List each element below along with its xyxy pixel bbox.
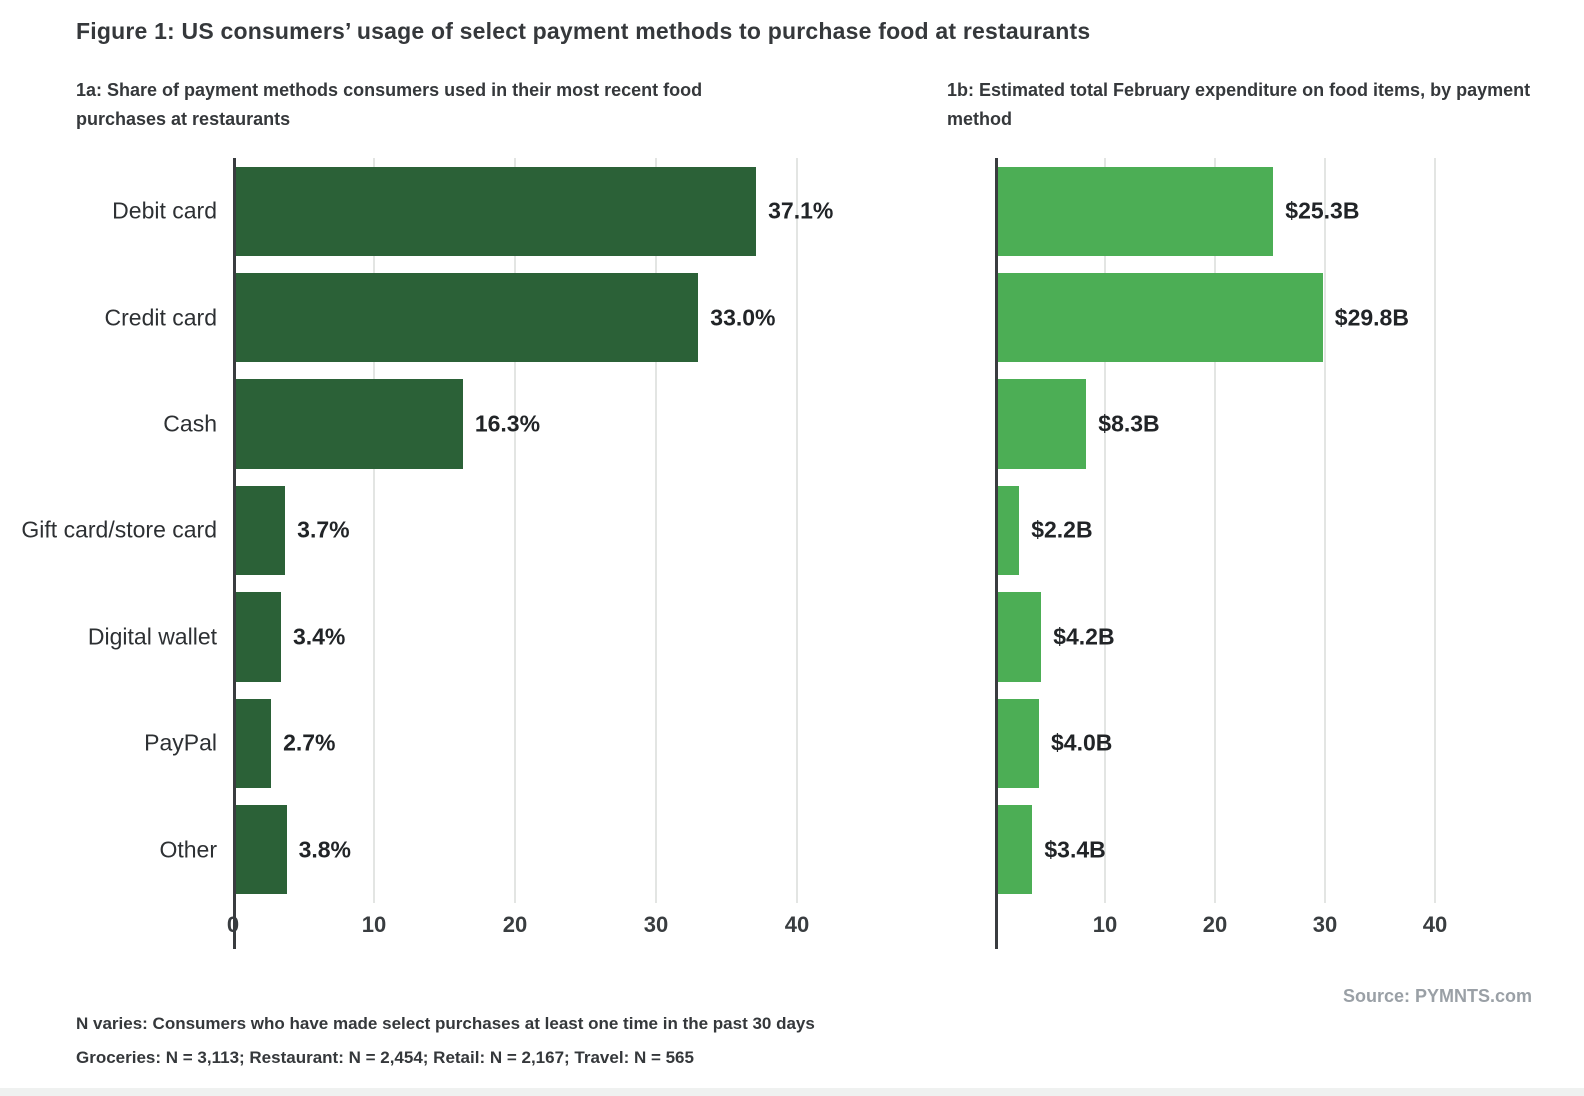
- chart-1b-x-axis-ticks: 10 20 30 40: [995, 912, 1447, 952]
- bar-row: 37.1%: [233, 158, 833, 264]
- chart-1a-body: Debit card Credit card Cash Gift card/store…: [21, 158, 833, 949]
- chart-1a-plot-area: 37.1% 33.0% 16.3% 3.7% 3.4% 2.7% 3.8%: [233, 158, 833, 949]
- category-label: PayPal: [76, 690, 233, 796]
- bar: [995, 485, 1020, 576]
- bar: [995, 379, 1087, 469]
- chart-1a-x-axis-ticks: 0 10 20 30 40: [227, 912, 809, 952]
- chart-1b-y-axis-line: [995, 158, 998, 949]
- bar: [233, 166, 757, 256]
- category-label-text: Credit card: [104, 304, 217, 331]
- chart-1b-subtitle: 1b: Estimated total February expenditure…: [947, 80, 1531, 129]
- value-label: 3.4%: [292, 623, 346, 650]
- category-label: Digital wallet: [76, 584, 233, 690]
- value-label: 16.3%: [474, 410, 541, 437]
- category-label-text: Debit card: [112, 197, 217, 224]
- bottom-divider-strip: [0, 1088, 1584, 1096]
- x-gridline-30: [655, 158, 657, 903]
- category-label: Other: [76, 797, 233, 903]
- bar-row: 16.3%: [233, 371, 797, 477]
- bar-row: 2.7%: [233, 690, 797, 796]
- x-gridline-30: [1324, 158, 1326, 903]
- bar-row: $2.2B: [995, 477, 1435, 583]
- bar: [995, 166, 1274, 256]
- category-label: Gift card/store card: [21, 477, 233, 583]
- x-tick-label-20: 20: [502, 912, 528, 937]
- source-credit: Source: PYMNTS.com: [1342, 986, 1532, 1006]
- chart-1a-y-axis-line: [233, 158, 236, 949]
- bar: [233, 698, 272, 789]
- chart-1b-body: $25.3B $29.8B $8.3B $2.2B $4.2B $4.0B $3.4B: [947, 158, 1436, 949]
- bar-row: 33.0%: [233, 264, 797, 370]
- chart-1b: 1b: Estimated total February expenditure…: [947, 76, 1584, 1026]
- value-label: $25.3B: [1285, 197, 1360, 224]
- category-label: Cash: [76, 371, 233, 477]
- value-label: $29.8B: [1334, 304, 1409, 331]
- chart-1a-category-labels: Debit card Credit card Cash Gift card/store…: [21, 158, 233, 903]
- x-gridline-10: [373, 158, 375, 903]
- bar-row: 3.8%: [233, 797, 797, 903]
- footnote-line-1: N varies: Consumers who have made select…: [76, 1014, 815, 1033]
- bar-row: $29.8B: [995, 264, 1435, 370]
- value-label: $3.4B: [1044, 836, 1106, 863]
- x-tick-label-20: 20: [1202, 912, 1228, 937]
- chart-1a-gridlines: [233, 158, 798, 903]
- value-label: $8.3B: [1098, 410, 1160, 437]
- value-label: $4.2B: [1053, 623, 1115, 650]
- x-gridline-20: [1214, 158, 1216, 903]
- x-gridline-40: [1434, 158, 1436, 903]
- category-label-text: Other: [159, 836, 217, 863]
- x-gridline-20: [514, 158, 516, 903]
- category-label-text: Cash: [163, 410, 217, 437]
- category-label: Debit card: [76, 158, 233, 264]
- category-label: Credit card: [76, 264, 233, 370]
- bar-row: 3.4%: [233, 584, 797, 690]
- x-tick-label-10: 10: [361, 912, 387, 937]
- value-label: 3.8%: [298, 836, 352, 863]
- category-label-text: Gift card/store card: [21, 516, 217, 543]
- x-tick-label-40: 40: [784, 912, 810, 937]
- value-label: 2.7%: [283, 729, 336, 756]
- chart-1b-category-labels: [947, 158, 995, 903]
- chart-1a-bars: 37.1% 33.0% 16.3% 3.7% 3.4% 2.7% 3.8%: [233, 158, 833, 903]
- x-gridline-40: [796, 158, 798, 903]
- x-gridline-10: [1104, 158, 1106, 903]
- bar: [995, 698, 1039, 789]
- footnote-line-2: Groceries: N = 3,113; Restaurant: N = 2,…: [76, 1048, 694, 1067]
- x-tick-label-30: 30: [1312, 912, 1338, 937]
- bar: [233, 592, 281, 682]
- bar: [995, 592, 1042, 682]
- x-tick-label-10: 10: [1092, 912, 1118, 937]
- value-label: $4.0B: [1051, 729, 1113, 756]
- chart-1a-subtitle: 1a: Share of payment methods consumers u…: [76, 80, 703, 129]
- bar-row: $4.0B: [995, 690, 1435, 796]
- bar-row: $8.3B: [995, 371, 1435, 477]
- value-label: $2.2B: [1031, 516, 1093, 543]
- x-tick-label-0: 0: [226, 912, 240, 937]
- x-tick-label-30: 30: [643, 912, 669, 937]
- x-tick-label-40: 40: [1422, 912, 1448, 937]
- value-label: 37.1%: [768, 197, 834, 224]
- bar: [995, 272, 1323, 363]
- bar: [233, 805, 287, 895]
- chart-1b-bars: $25.3B $29.8B $8.3B $2.2B $4.2B $4.0B $3.4B: [995, 158, 1435, 903]
- bar: [233, 272, 699, 363]
- bar: [995, 805, 1033, 895]
- bar-row: $25.3B: [995, 158, 1435, 264]
- chart-1b-plot-area: $25.3B $29.8B $8.3B $2.2B $4.2B $4.0B $3.4B: [995, 158, 1436, 949]
- chart-1a: 1a: Share of payment methods consumers u…: [21, 76, 886, 1026]
- figure-title: Figure 1: US consumers’ usage of select …: [76, 18, 1091, 44]
- category-label-text: Digital wallet: [87, 623, 217, 650]
- value-label: 3.7%: [297, 516, 350, 543]
- bar-row: $4.2B: [995, 584, 1435, 690]
- category-label-text: PayPal: [144, 729, 217, 756]
- bar: [233, 379, 463, 469]
- value-label: 33.0%: [710, 304, 776, 331]
- chart-1b-gridlines: [995, 158, 1436, 903]
- bar-row: $3.4B: [995, 797, 1435, 903]
- bar-row: 3.7%: [233, 477, 797, 583]
- bar: [233, 485, 286, 576]
